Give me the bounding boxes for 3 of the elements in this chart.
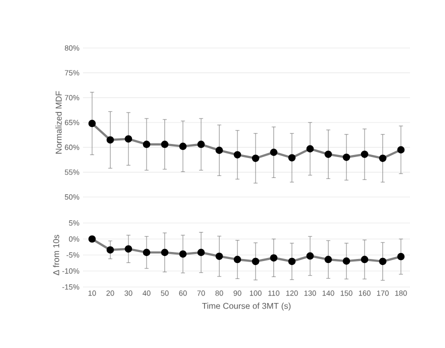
y-axis-title: Δ from 10s <box>52 234 60 276</box>
x-axis-title: Time Course of 3MT (s) <box>202 302 291 311</box>
y-axis-title: Normalized MDF <box>55 91 62 154</box>
